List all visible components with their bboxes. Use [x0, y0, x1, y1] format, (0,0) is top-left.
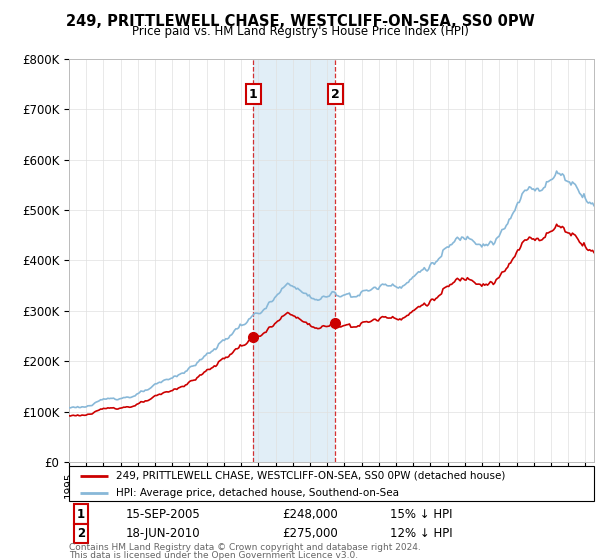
Text: 2: 2 — [77, 527, 85, 540]
Text: £248,000: £248,000 — [282, 507, 338, 521]
Text: £275,000: £275,000 — [282, 527, 338, 540]
Text: 15-SEP-2005: 15-SEP-2005 — [126, 507, 201, 521]
Text: 18-JUN-2010: 18-JUN-2010 — [126, 527, 200, 540]
Text: HPI: Average price, detached house, Southend-on-Sea: HPI: Average price, detached house, Sout… — [116, 488, 399, 497]
Text: 249, PRITTLEWELL CHASE, WESTCLIFF-ON-SEA, SS0 0PW: 249, PRITTLEWELL CHASE, WESTCLIFF-ON-SEA… — [65, 14, 535, 29]
Text: 12% ↓ HPI: 12% ↓ HPI — [390, 527, 452, 540]
Text: 249, PRITTLEWELL CHASE, WESTCLIFF-ON-SEA, SS0 0PW (detached house): 249, PRITTLEWELL CHASE, WESTCLIFF-ON-SEA… — [116, 471, 506, 481]
Bar — [253, 59, 335, 462]
Text: Contains HM Land Registry data © Crown copyright and database right 2024.: Contains HM Land Registry data © Crown c… — [69, 543, 421, 552]
Text: Price paid vs. HM Land Registry's House Price Index (HPI): Price paid vs. HM Land Registry's House … — [131, 25, 469, 38]
Text: 2: 2 — [331, 87, 340, 101]
Text: 1: 1 — [249, 87, 258, 101]
Text: 15% ↓ HPI: 15% ↓ HPI — [390, 507, 452, 521]
Text: 1: 1 — [77, 507, 85, 521]
FancyBboxPatch shape — [69, 466, 594, 501]
Text: This data is licensed under the Open Government Licence v3.0.: This data is licensed under the Open Gov… — [69, 551, 358, 560]
